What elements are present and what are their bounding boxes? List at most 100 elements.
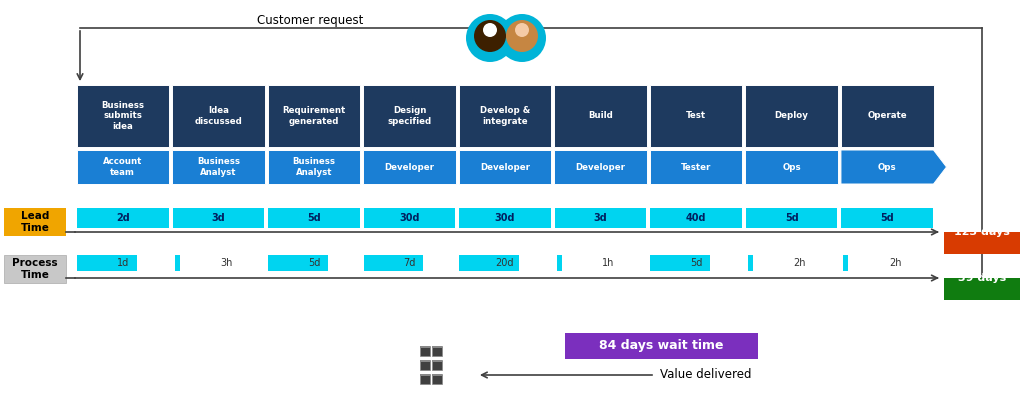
Bar [420, 360, 430, 362]
Bar [557, 255, 562, 271]
Bar [174, 255, 179, 271]
Text: Idea
discussed: Idea discussed [195, 106, 243, 126]
Bar [432, 346, 442, 356]
Text: Process
Time: Process Time [12, 258, 57, 280]
Bar [420, 346, 430, 356]
Bar [432, 374, 442, 384]
Text: Test: Test [686, 111, 707, 120]
Text: Customer request: Customer request [257, 14, 364, 27]
Text: Ops: Ops [782, 162, 801, 172]
Bar [842, 208, 933, 228]
Text: 30d: 30d [495, 213, 515, 223]
Text: 3d: 3d [212, 213, 225, 223]
Bar [420, 374, 430, 384]
Text: 1h: 1h [602, 258, 614, 268]
Bar [944, 278, 1020, 300]
Bar [268, 255, 328, 271]
Bar [944, 232, 1020, 254]
Text: Deploy: Deploy [775, 111, 809, 120]
Circle shape [483, 23, 497, 37]
Bar [432, 374, 442, 376]
Text: Business
submits
idea: Business submits idea [101, 101, 144, 131]
Text: Business
Analyst: Business Analyst [197, 157, 240, 177]
Bar [748, 255, 753, 271]
Circle shape [466, 14, 514, 62]
Text: Developer: Developer [384, 162, 434, 172]
Bar [432, 360, 442, 362]
Bar [364, 150, 456, 184]
Bar [4, 255, 66, 283]
Bar [77, 208, 169, 228]
Bar [844, 255, 849, 271]
Text: 7d: 7d [403, 258, 416, 268]
Text: 5d: 5d [690, 258, 702, 268]
Text: Lead
Time: Lead Time [20, 211, 49, 233]
Bar [432, 346, 442, 348]
Bar [555, 208, 646, 228]
Text: Requirement
generated: Requirement generated [283, 106, 345, 126]
Bar [565, 333, 758, 359]
Text: Develop &
integrate: Develop & integrate [480, 106, 530, 126]
Bar [650, 208, 742, 228]
Text: 30d: 30d [399, 213, 420, 223]
Bar [459, 85, 551, 147]
Bar [364, 208, 456, 228]
Text: 84 days wait time: 84 days wait time [599, 340, 724, 352]
Bar [364, 255, 423, 271]
Text: 5d: 5d [307, 213, 321, 223]
Circle shape [515, 23, 529, 37]
Bar [4, 208, 66, 236]
Text: Tester: Tester [681, 162, 712, 172]
Bar [420, 374, 430, 376]
Bar [364, 85, 456, 147]
Bar [172, 85, 264, 147]
Text: 1d: 1d [117, 258, 129, 268]
Bar [172, 150, 264, 184]
Text: 5d: 5d [784, 213, 799, 223]
Bar [268, 208, 359, 228]
Bar [173, 208, 264, 228]
Text: Design
specified: Design specified [387, 106, 431, 126]
Text: 2h: 2h [794, 258, 806, 268]
Text: Account
team: Account team [103, 157, 142, 177]
Polygon shape [841, 150, 946, 184]
Text: Developer: Developer [480, 162, 530, 172]
Circle shape [474, 20, 506, 52]
Text: 3h: 3h [220, 258, 232, 268]
Bar [77, 150, 169, 184]
Text: Developer: Developer [575, 162, 626, 172]
Bar [420, 360, 430, 370]
Bar [77, 255, 136, 271]
Text: 20d: 20d [496, 258, 514, 268]
Bar [841, 85, 934, 147]
Circle shape [498, 14, 546, 62]
Text: 5d: 5d [881, 213, 894, 223]
Bar [650, 150, 742, 184]
Bar [420, 346, 430, 348]
Text: 3d: 3d [594, 213, 607, 223]
Text: Value delivered: Value delivered [660, 369, 752, 381]
Text: Business
Analyst: Business Analyst [293, 157, 336, 177]
Bar [267, 85, 360, 147]
Text: 40d: 40d [686, 213, 707, 223]
Circle shape [506, 20, 538, 52]
Bar [459, 255, 519, 271]
Bar [650, 85, 742, 147]
Bar [650, 255, 710, 271]
Bar [745, 150, 838, 184]
Bar [432, 360, 442, 370]
Bar [459, 150, 551, 184]
Bar [554, 150, 647, 184]
Text: 5d: 5d [307, 258, 321, 268]
Text: 123 days: 123 days [954, 227, 1010, 237]
Text: 2h: 2h [889, 258, 901, 268]
Text: Operate: Operate [867, 111, 907, 120]
Bar [267, 150, 360, 184]
Text: Ops: Ops [878, 162, 897, 172]
Bar [77, 85, 169, 147]
Bar [554, 85, 647, 147]
Bar [459, 208, 551, 228]
Text: 39 days: 39 days [957, 273, 1007, 283]
Bar [745, 85, 838, 147]
Bar [745, 208, 838, 228]
